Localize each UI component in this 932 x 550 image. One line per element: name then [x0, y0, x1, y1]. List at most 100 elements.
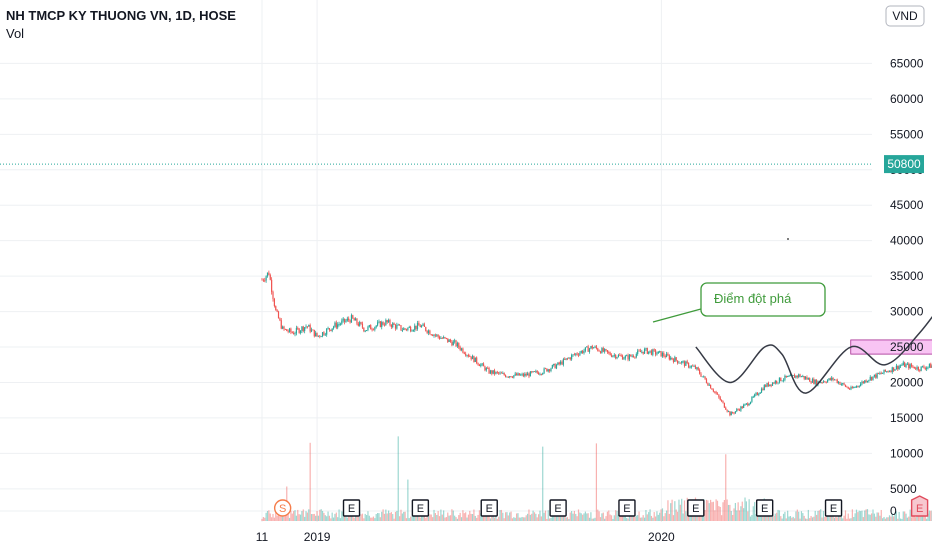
volume-bar — [829, 514, 831, 521]
candle-body — [357, 323, 359, 326]
candle-body — [602, 348, 604, 352]
volume-bar — [906, 517, 909, 521]
candle-body — [477, 363, 479, 365]
event-marker-label: E — [486, 503, 493, 515]
volume-bar — [412, 515, 414, 521]
volume-bar — [485, 512, 487, 521]
volume-bar — [466, 517, 468, 521]
volume-bar — [619, 512, 621, 521]
candle-body — [558, 362, 560, 364]
currency-button[interactable]: VND — [885, 5, 925, 27]
price-axis[interactable]: 6500060000550005000045000400003500030000… — [890, 56, 924, 518]
candle-body — [301, 326, 303, 331]
volume-bar — [595, 443, 597, 521]
volume-bar — [751, 514, 753, 521]
earnings-marker[interactable]: E — [480, 499, 498, 517]
candle-body — [554, 363, 556, 369]
candle-body — [685, 361, 687, 366]
volume-bar — [860, 511, 862, 521]
earnings-marker[interactable]: E — [342, 499, 361, 517]
volume-bar — [788, 516, 790, 521]
volume-bar — [560, 516, 562, 521]
candle-body — [591, 346, 593, 349]
volume-bar — [495, 514, 497, 521]
volume-bar — [321, 510, 324, 521]
candle-body — [696, 367, 698, 369]
event-marker-label: E — [623, 503, 630, 515]
earnings-marker[interactable]: E — [618, 499, 636, 517]
candle-body — [648, 351, 650, 354]
volume-bar — [654, 516, 657, 521]
earnings-markers[interactable]: SEEEEEEEEEEEEE — [273, 495, 932, 517]
earnings-marker[interactable]: E — [411, 499, 430, 517]
candle-body — [365, 330, 368, 331]
candle-body — [506, 376, 508, 378]
candle-body — [887, 371, 889, 373]
candle-body — [283, 326, 285, 330]
volume-bar — [411, 516, 413, 521]
volume-bar — [332, 517, 335, 521]
candle-body — [743, 404, 745, 408]
candle-body — [535, 371, 537, 372]
candle-body — [466, 355, 468, 356]
volume-bar — [477, 514, 479, 521]
volume-bar — [792, 516, 794, 521]
volume-bar — [732, 514, 734, 521]
stray-dot — [787, 238, 789, 240]
volume-bar — [487, 512, 489, 521]
volume-bar — [521, 516, 523, 521]
candle-body — [828, 378, 830, 381]
volume-bar — [733, 508, 735, 521]
candle-body — [343, 318, 346, 322]
earnings-marker[interactable]: E — [910, 495, 929, 517]
volume-bar — [381, 511, 383, 521]
volume-bar — [800, 511, 803, 521]
candle-body — [499, 372, 501, 374]
earnings-marker[interactable]: E — [549, 499, 567, 517]
candle-body — [273, 298, 275, 307]
volume-bar — [898, 511, 900, 521]
candle-body — [392, 323, 394, 328]
earnings-marker[interactable]: E — [824, 499, 843, 517]
volume-bar — [452, 510, 454, 521]
candle-body — [588, 348, 591, 352]
volume-bar — [576, 516, 578, 521]
volume-bar — [919, 513, 921, 521]
split-marker[interactable]: S — [273, 499, 292, 517]
earnings-marker[interactable]: E — [755, 499, 774, 517]
earnings-marker-box — [755, 499, 774, 517]
breakout-callout[interactable]: Điểm đột phá — [652, 282, 826, 323]
volume-bar — [337, 517, 339, 521]
candle-body — [514, 373, 516, 376]
price-badge-label: 50800 — [887, 157, 921, 171]
currency-label: VND — [892, 9, 918, 23]
candle-body — [403, 328, 405, 331]
volume-bar — [525, 515, 527, 521]
earnings-marker-box — [910, 495, 929, 517]
candle-body — [894, 369, 896, 371]
candle-body — [770, 384, 772, 386]
candle-body — [700, 373, 702, 377]
volume-bar — [460, 517, 463, 521]
volume-bar — [692, 512, 694, 521]
volume-bar — [610, 515, 613, 521]
candle-body — [360, 322, 362, 324]
volume-bar — [328, 515, 331, 521]
candle-body — [690, 365, 692, 368]
candle-body — [546, 368, 548, 372]
volume-bar — [496, 518, 498, 521]
candle-body — [864, 380, 866, 383]
candle-body — [736, 409, 738, 412]
earnings-marker[interactable]: E — [687, 499, 705, 517]
volume-bar — [361, 513, 364, 521]
candle-body — [646, 348, 648, 354]
candle-body — [888, 371, 891, 372]
volume-bar — [542, 446, 544, 521]
candle-body — [526, 373, 529, 376]
candle-body — [432, 334, 434, 336]
candle-body — [707, 383, 709, 386]
time-axis[interactable]: 112019202020212022 — [256, 530, 932, 544]
candle-body — [774, 380, 776, 384]
candle-body — [650, 350, 653, 355]
volume-bar — [905, 513, 907, 521]
